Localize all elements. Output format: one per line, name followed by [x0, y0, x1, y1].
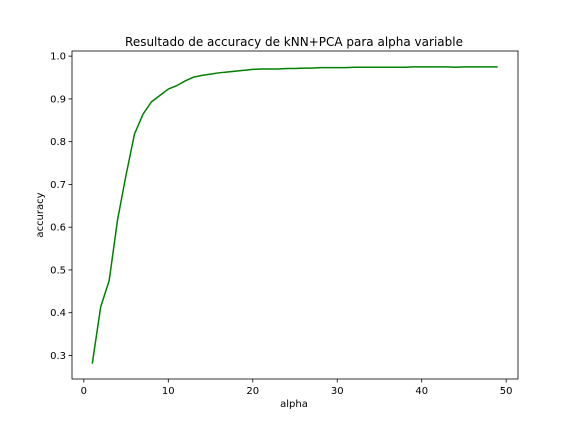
- x-tick-label: 40: [415, 386, 428, 397]
- x-tick-label: 30: [331, 386, 344, 397]
- y-tick-label: 1.0: [50, 52, 66, 63]
- x-tick-label: 20: [246, 386, 259, 397]
- x-axis-label: alpha: [280, 399, 308, 410]
- x-tick-label: 10: [162, 386, 175, 397]
- chart-title: Resultado de accuracy de kNN+PCA para al…: [125, 35, 463, 49]
- y-tick-label: 0.5: [50, 265, 66, 276]
- y-tick-label: 0.8: [50, 137, 66, 148]
- x-tick-label: 0: [81, 386, 87, 397]
- y-tick-label: 0.7: [50, 180, 66, 191]
- y-axis-label: accuracy: [35, 192, 46, 237]
- y-tick-label: 0.3: [50, 351, 66, 362]
- y-tick-label: 0.9: [50, 94, 66, 105]
- y-tick-label: 0.4: [50, 308, 66, 319]
- x-tick-label: 50: [500, 386, 513, 397]
- y-tick-label: 0.6: [50, 223, 66, 234]
